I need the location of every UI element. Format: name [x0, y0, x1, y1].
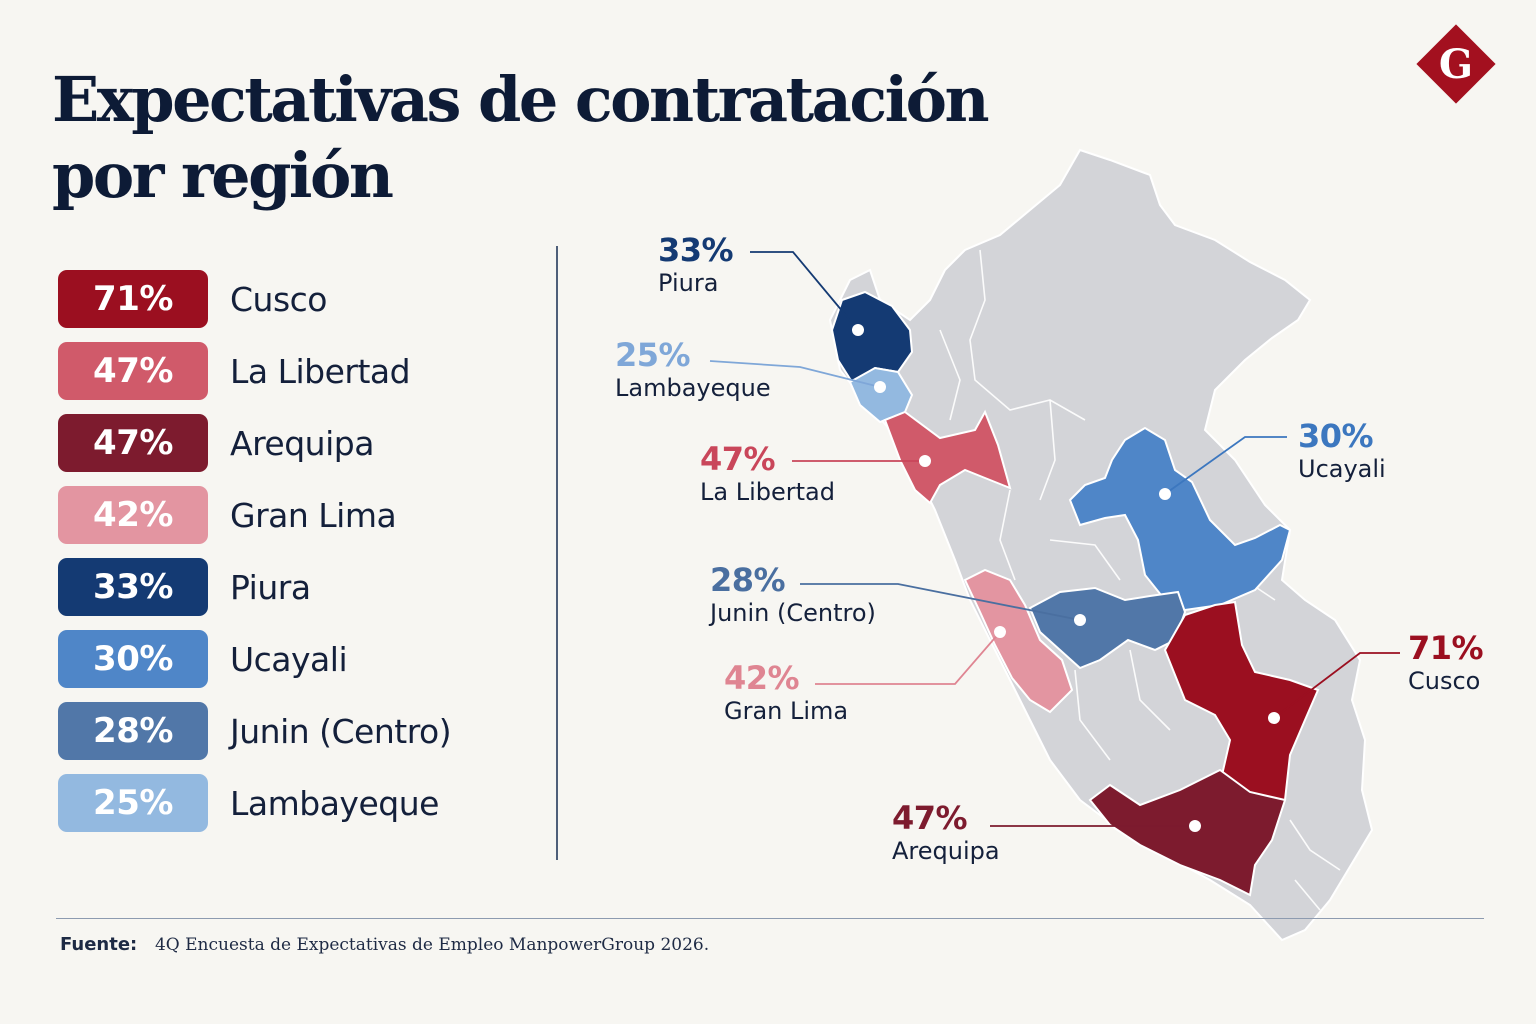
callout-region: Junin (Centro) — [710, 599, 876, 627]
legend-value-badge: 33% — [58, 558, 208, 616]
legend-row: 47% Arequipa — [58, 414, 451, 472]
brand-logo: G — [1416, 24, 1496, 104]
callout-region: Piura — [658, 269, 719, 297]
leader-granlima — [815, 631, 1001, 685]
legend-region-label: Junin (Centro) — [230, 711, 452, 751]
callout-value: 30% — [1298, 417, 1374, 455]
region-granlima — [963, 568, 1074, 714]
source-label: Fuente: — [60, 934, 138, 955]
region-lambayeque — [848, 366, 914, 424]
leader-lambayeque — [709, 360, 881, 388]
region-lalibertad — [883, 409, 1012, 505]
leader-lines — [709, 251, 1400, 827]
legend-row: 25% Lambayeque — [58, 774, 451, 832]
marker-lambayeque — [874, 381, 886, 393]
callout-cusco: 71% Cusco — [1408, 629, 1484, 696]
leader-piura — [750, 251, 859, 331]
legend-value-badge: 25% — [58, 774, 208, 832]
callout-value: 47% — [700, 440, 776, 478]
callout-value: 42% — [724, 659, 800, 697]
vertical-divider — [556, 246, 558, 860]
legend-row: 47% La Libertad — [58, 342, 451, 400]
legend-value-badge: 30% — [58, 630, 208, 688]
callout-junin: 28% Junin (Centro) — [710, 562, 876, 628]
legend-row: 71% Cusco — [58, 270, 451, 328]
marker-piura — [852, 324, 864, 336]
source-note: Fuente: 4Q Encuesta de Expectativas de E… — [60, 934, 709, 955]
callout-lambayeque: 25% Lambayeque — [615, 337, 771, 403]
title-line-2: por región — [52, 139, 394, 212]
legend-row: 33% Piura — [58, 558, 451, 616]
callout-arequipa: 47% Arequipa — [892, 800, 1000, 866]
legend-region-label: Ucayali — [230, 639, 348, 679]
callout-region: La Libertad — [700, 478, 835, 506]
marker-granlima — [994, 626, 1006, 638]
logo-diamond — [1416, 24, 1496, 104]
callout-region: Ucayali — [1298, 455, 1386, 483]
legend-value-badge: 42% — [58, 486, 208, 544]
legend-region-label: Arequipa — [230, 423, 374, 463]
footer-divider — [56, 918, 1484, 919]
callout-value: 71% — [1408, 629, 1484, 667]
leader-cusco — [1273, 652, 1400, 719]
marker-arequipa — [1189, 820, 1201, 832]
callout-value: 25% — [615, 336, 691, 374]
legend-region-label: Gran Lima — [230, 495, 397, 535]
callout-region: Lambayeque — [615, 374, 771, 402]
callout-region: Cusco — [1408, 667, 1481, 695]
callout-piura: 33% Piura — [658, 231, 734, 298]
page-title: Expectativas de contratación por región — [52, 62, 1052, 214]
legend-value-badge: 47% — [58, 414, 208, 472]
callout-region: Gran Lima — [724, 697, 849, 725]
leader-ucayali — [1164, 436, 1287, 495]
callout-region: Arequipa — [892, 837, 1000, 865]
callout-value: 28% — [710, 561, 786, 599]
leader-junin — [800, 583, 1081, 621]
marker-ucayali — [1159, 488, 1171, 500]
title-line-1: Expectativas de contratación — [52, 63, 990, 136]
marker-lalibertad — [919, 455, 931, 467]
legend-row: 28% Junin (Centro) — [58, 702, 452, 760]
legend-region-label: Lambayeque — [230, 783, 439, 823]
marker-junin — [1074, 614, 1086, 626]
region-arequipa — [1088, 768, 1287, 897]
legend-value-badge: 28% — [58, 702, 208, 760]
callout-granlima: 42% Gran Lima — [724, 660, 848, 726]
callout-value: 47% — [892, 799, 968, 837]
legend-value-badge: 47% — [58, 342, 208, 400]
callout-lalibertad: 47% La Libertad — [700, 441, 835, 507]
region-cusco — [1163, 600, 1320, 801]
region-markers — [852, 324, 1280, 832]
legend-region-label: Piura — [230, 567, 311, 607]
legend-row: 42% Gran Lima — [58, 486, 451, 544]
callout-value: 33% — [658, 231, 734, 269]
region-piura — [830, 290, 914, 384]
legend-region-label: La Libertad — [230, 351, 411, 391]
source-text: 4Q Encuesta de Expectativas de Empleo Ma… — [154, 935, 710, 955]
legend-row: 30% Ucayali — [58, 630, 451, 688]
legend-value-badge: 71% — [58, 270, 208, 328]
legend-list: 71% Cusco 47% La Libertad 47% Arequipa 4… — [58, 270, 452, 846]
logo-letter: G — [1439, 41, 1473, 88]
marker-cusco — [1268, 712, 1280, 724]
legend-region-label: Cusco — [230, 279, 327, 319]
callout-ucayali: 30% Ucayali — [1298, 418, 1386, 484]
